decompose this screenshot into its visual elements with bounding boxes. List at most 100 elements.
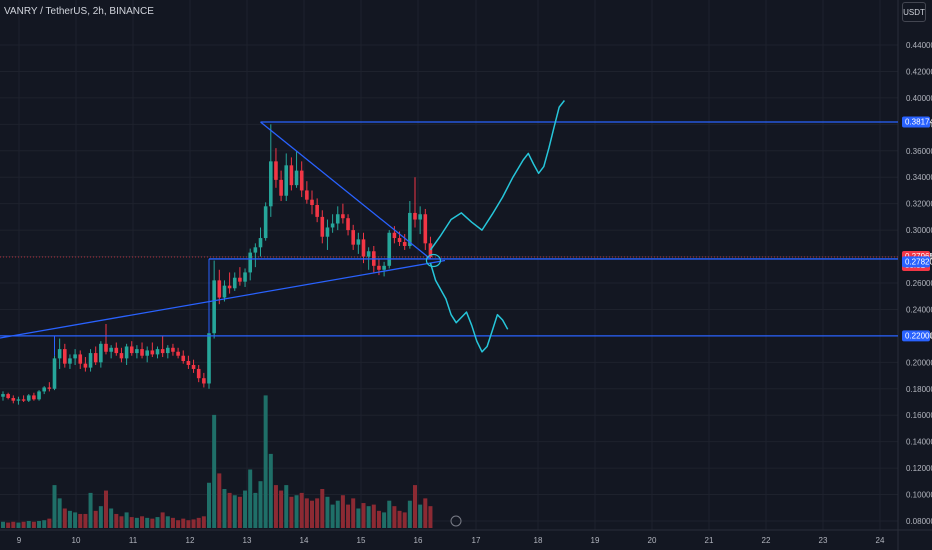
descending-trendline [260, 121, 431, 260]
volume-bar [263, 395, 268, 528]
volume-bar [258, 481, 263, 528]
volume-bar [418, 504, 423, 528]
candle-body [202, 378, 206, 384]
volume-bar [351, 498, 356, 528]
volume-bar [16, 522, 21, 528]
candle-body [181, 355, 186, 362]
x-tick-label: 14 [300, 536, 309, 545]
volume-bar [330, 504, 335, 528]
candle-body [428, 243, 433, 257]
candle-body [402, 242, 407, 246]
candle-body [78, 354, 83, 364]
volume-bar [284, 485, 289, 528]
volume-bar [304, 498, 309, 528]
price-tag [902, 116, 930, 128]
x-tick-label: 10 [72, 536, 81, 545]
candle-body [114, 347, 119, 354]
candle-body [1, 394, 5, 397]
volume-bar [104, 490, 108, 528]
volume-bar [407, 500, 412, 528]
candle-body [299, 170, 304, 191]
candle-body [68, 358, 72, 364]
volume-bar [21, 521, 26, 528]
candle-body [140, 349, 144, 356]
volume-bar [346, 504, 351, 528]
volume-bar [129, 517, 134, 528]
candle-body [21, 399, 26, 401]
candle-body [11, 398, 16, 401]
candle-body [212, 280, 216, 334]
candle-body [356, 239, 361, 245]
candle-body [310, 199, 314, 205]
candle-body [63, 349, 67, 364]
candle-body [104, 343, 108, 352]
ascending-trendline [0, 259, 446, 339]
candle-body [253, 247, 258, 253]
candle-body [289, 165, 294, 186]
price-tag-label: 0.38174 [905, 118, 932, 127]
volume-bar [6, 522, 11, 528]
candle-body [171, 347, 175, 352]
projection-path-up [429, 100, 565, 251]
volume-bar [217, 473, 222, 528]
lightning-icon [450, 515, 462, 527]
x-tick-label: 12 [186, 536, 195, 545]
volume-bar [356, 508, 361, 528]
volume-bar [299, 492, 304, 528]
volume-bar [57, 498, 62, 528]
candle-body [377, 265, 381, 270]
candle-body [32, 395, 36, 400]
volume-bar [62, 508, 67, 528]
volume-bar [413, 485, 417, 528]
x-tick-label: 16 [414, 536, 423, 545]
candle-body [325, 227, 330, 237]
volume-bar [165, 516, 170, 528]
volume-bar [181, 518, 186, 528]
candle-body [263, 206, 268, 239]
candle-body [361, 239, 366, 257]
candle-body [47, 387, 52, 389]
x-tick-label: 17 [472, 536, 481, 545]
candle-body [232, 277, 237, 289]
candle-body [83, 363, 88, 368]
candle-body [57, 349, 62, 359]
volume-bar [392, 506, 397, 528]
candle-body [248, 252, 252, 273]
volume-bar [387, 500, 392, 528]
volume-bar [310, 500, 314, 528]
volume-bar [98, 506, 103, 528]
volume-bar [67, 510, 72, 528]
candle-body [42, 387, 46, 392]
candle-body [382, 265, 386, 270]
volume-bar [88, 492, 93, 528]
volume-bar [11, 521, 16, 528]
candle-body [346, 218, 350, 231]
volume-bar [268, 453, 273, 528]
volume-bar [402, 512, 407, 528]
volume-bar [335, 500, 340, 528]
candle-body [160, 349, 165, 354]
volume-bar [114, 513, 119, 528]
price-tag [902, 330, 930, 342]
candle-body [284, 165, 289, 196]
volume-bar [212, 414, 217, 528]
x-tick-label: 11 [129, 536, 138, 545]
volume-bar [78, 513, 83, 528]
candle-body [150, 350, 155, 355]
candle-body [37, 391, 41, 400]
volume-bar [237, 496, 242, 528]
candle-body [119, 353, 124, 359]
candle-body [238, 277, 242, 282]
x-tick-label: 22 [762, 536, 771, 545]
candle-body [392, 232, 397, 239]
currency-button[interactable]: USDT [902, 2, 926, 22]
volume-bar [366, 506, 371, 528]
candle-body [135, 349, 139, 354]
